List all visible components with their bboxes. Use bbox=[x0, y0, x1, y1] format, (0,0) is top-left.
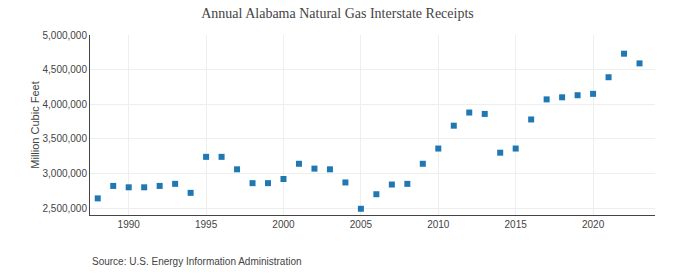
svg-text:4,500,000: 4,500,000 bbox=[43, 64, 88, 75]
svg-text:2015: 2015 bbox=[505, 219, 528, 230]
svg-text:2010: 2010 bbox=[427, 219, 450, 230]
svg-text:4,000,000: 4,000,000 bbox=[43, 99, 88, 110]
svg-text:Million Cubic Feet: Million Cubic Feet bbox=[29, 81, 41, 168]
svg-text:2,500,000: 2,500,000 bbox=[43, 203, 88, 214]
svg-text:3,000,000: 3,000,000 bbox=[43, 168, 88, 179]
svg-text:2020: 2020 bbox=[582, 219, 605, 230]
svg-text:2000: 2000 bbox=[272, 219, 295, 230]
svg-text:3,500,000: 3,500,000 bbox=[43, 133, 88, 144]
svg-text:Annual Alabama Natural Gas Int: Annual Alabama Natural Gas Interstate Re… bbox=[201, 6, 474, 21]
svg-text:1990: 1990 bbox=[118, 219, 141, 230]
svg-text:Source: U.S. Energy Informatio: Source: U.S. Energy Information Administ… bbox=[92, 256, 302, 267]
svg-text:1995: 1995 bbox=[195, 219, 218, 230]
svg-text:2005: 2005 bbox=[350, 219, 373, 230]
svg-text:5,000,000: 5,000,000 bbox=[43, 30, 88, 41]
